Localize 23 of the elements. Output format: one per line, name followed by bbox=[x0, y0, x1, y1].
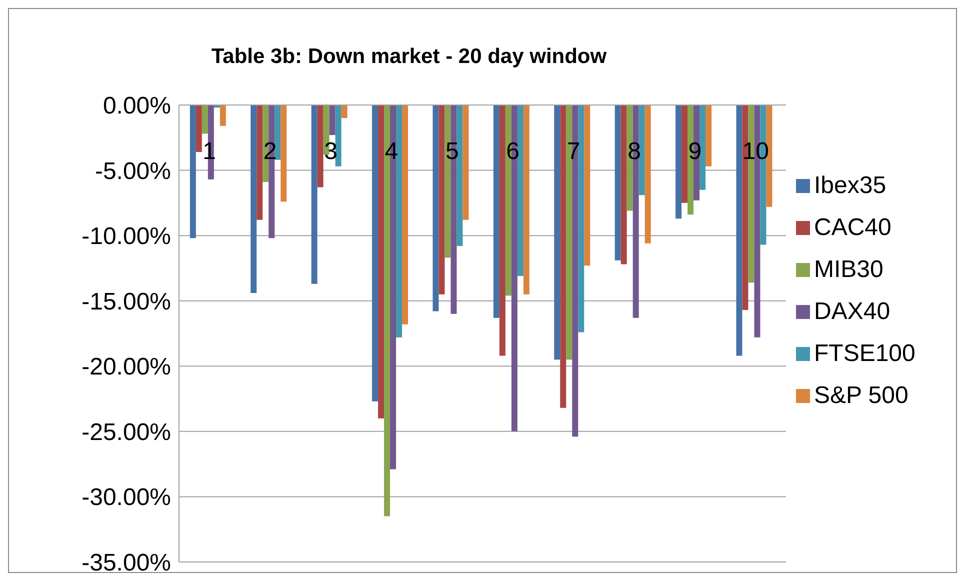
legend-label: DAX40 bbox=[814, 298, 890, 324]
x-tick-label: 4 bbox=[384, 138, 398, 165]
y-tick-label: -35.00% bbox=[82, 550, 171, 577]
legend-label: FTSE100 bbox=[814, 340, 916, 366]
x-tick-label: 5 bbox=[445, 138, 459, 165]
y-tick-label: -15.00% bbox=[82, 288, 171, 316]
x-tick-label: 9 bbox=[688, 138, 702, 165]
x-tick-label: 2 bbox=[263, 138, 277, 165]
y-tick-label: -30.00% bbox=[82, 484, 171, 512]
legend-label: MIB30 bbox=[814, 256, 884, 282]
x-tick-label: 10 bbox=[742, 138, 769, 165]
legend-label: CAC40 bbox=[814, 214, 892, 240]
y-tick-label: -25.00% bbox=[82, 418, 171, 446]
y-tick-label: 0.00% bbox=[102, 92, 171, 120]
y-tick-label: -5.00% bbox=[94, 158, 171, 185]
legend-label: S&P 500 bbox=[814, 382, 908, 408]
y-tick-label: -20.00% bbox=[82, 354, 171, 381]
y-tick-label: -10.00% bbox=[82, 223, 171, 250]
x-tick-label: 8 bbox=[628, 138, 641, 165]
chart-title: Table 3b: Down market - 20 day window bbox=[210, 45, 608, 69]
x-tick-label: 7 bbox=[566, 138, 580, 165]
x-tick-label: 6 bbox=[506, 138, 520, 165]
legend-label: Ibex35 bbox=[814, 172, 886, 198]
